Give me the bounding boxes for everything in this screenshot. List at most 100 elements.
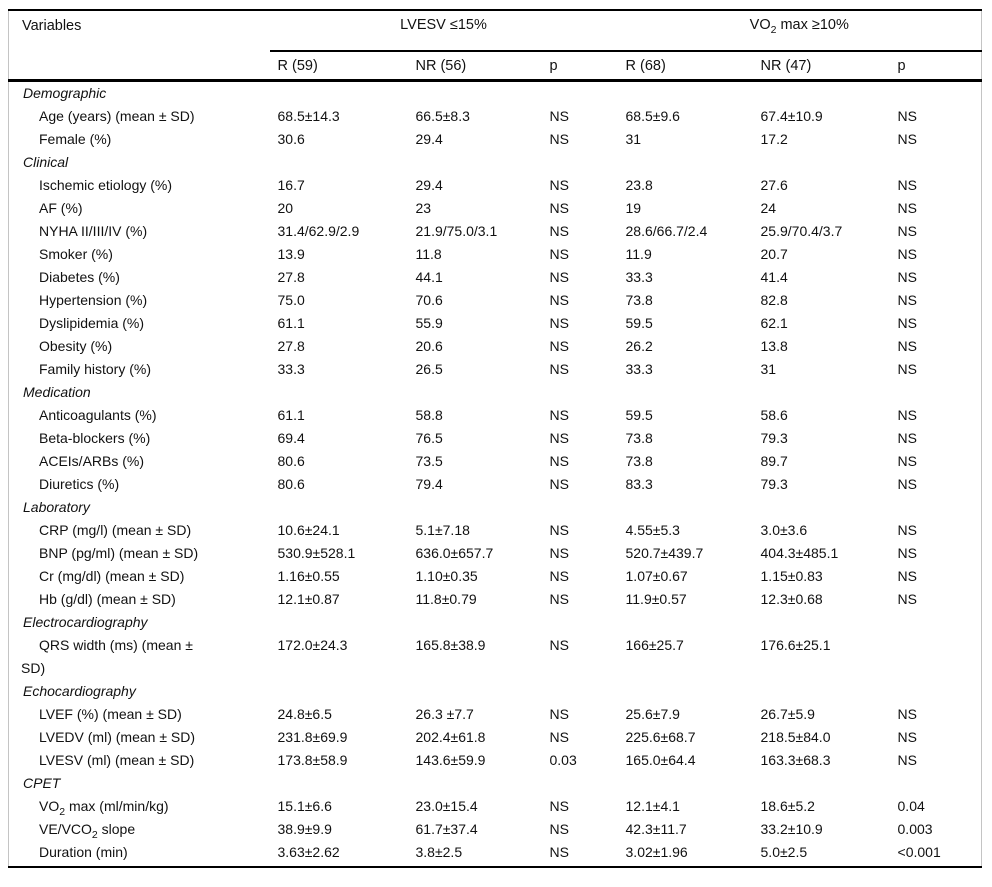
cell-value: 11.8±0.79 bbox=[415, 591, 477, 607]
cell-value: NS bbox=[897, 591, 917, 607]
cell-value bbox=[618, 81, 753, 106]
cell-value: NS bbox=[549, 108, 569, 124]
variable-label: VO2 max (ml/min/kg) bbox=[9, 795, 270, 818]
cell-value: 61.7±37.4 bbox=[415, 821, 478, 837]
cell-value bbox=[542, 496, 618, 519]
cell-value bbox=[408, 381, 542, 404]
table-figure: Variables LVESV ≤15% VO2 max ≥10% R (59)… bbox=[8, 9, 992, 868]
cell-value: 29.4 bbox=[415, 131, 443, 147]
table-row: LVEDV (ml) (mean ± SD) 231.8±69.9 202.4±61… bbox=[9, 726, 982, 749]
variable-label: Duration (min) bbox=[39, 844, 128, 860]
cell-value: 16.7 bbox=[277, 177, 305, 193]
cell-value: 70.6 bbox=[415, 292, 443, 308]
group-header-vo2max: VO2 max ≥10% bbox=[617, 10, 982, 52]
column-header-nr56: NR (56) bbox=[407, 51, 542, 82]
cell-value bbox=[618, 611, 753, 634]
cell-value bbox=[890, 496, 982, 519]
table-row: Anticoagulants (%) 61.1 58.8 NS 59.5 58.6 NS bbox=[9, 404, 982, 427]
cell-value: 231.8±69.9 bbox=[277, 729, 348, 745]
cell-value bbox=[270, 611, 408, 634]
cell-value bbox=[890, 772, 982, 795]
cell-value: 19 bbox=[625, 200, 642, 216]
cell-value bbox=[408, 772, 542, 795]
cell-value: NS bbox=[897, 246, 917, 262]
cell-value: 61.1 bbox=[277, 407, 305, 423]
variable-label: Dyslipidemia (%) bbox=[39, 315, 145, 331]
table-row: Age (years) (mean ± SD) 68.5±14.3 66.5±8.3… bbox=[9, 105, 982, 128]
cell-value: 26.3 ±7.7 bbox=[415, 706, 474, 722]
cell-value: 62.1 bbox=[760, 315, 788, 331]
cell-value: NS bbox=[549, 223, 569, 239]
cell-value: NS bbox=[897, 315, 917, 331]
column-header-p1: p bbox=[541, 51, 618, 82]
cell-value: NS bbox=[897, 568, 917, 584]
cell-value bbox=[270, 151, 408, 174]
cell-value: 3.0±3.6 bbox=[760, 522, 808, 538]
table-row: Ischemic etiology (%) 16.7 29.4 NS 23.8 27.6 N… bbox=[9, 174, 982, 197]
cell-value: NS bbox=[897, 407, 917, 423]
variable-label: Smoker (%) bbox=[39, 246, 113, 262]
cell-value: NS bbox=[897, 453, 917, 469]
table-row: LVESV (ml) (mean ± SD) 173.8±58.9 143.6±59… bbox=[9, 749, 982, 772]
cell-value bbox=[542, 611, 618, 634]
section-label: Demographic bbox=[23, 85, 107, 101]
cell-value bbox=[408, 496, 542, 519]
cell-value: NS bbox=[549, 131, 569, 147]
section-row: Demographic bbox=[9, 81, 982, 106]
cell-value bbox=[753, 151, 890, 174]
table-row: Hypertension (%) 75.0 70.6 NS 73.8 82.8 NS bbox=[9, 289, 982, 312]
table-row: QRS width (ms) (mean ± SD) 172.0±24.3 165.8… bbox=[9, 634, 982, 680]
cell-value: 29.4 bbox=[415, 177, 443, 193]
cell-value: NS bbox=[897, 338, 917, 354]
group-header-vo2max-pre: VO bbox=[749, 17, 771, 33]
cell-value: 68.5±14.3 bbox=[277, 108, 340, 124]
section-row: Laboratory bbox=[9, 496, 982, 519]
table-row: Beta-blockers (%) 69.4 76.5 NS 73.8 79.3 NS bbox=[9, 427, 982, 450]
cell-value: 1.07±0.67 bbox=[625, 568, 688, 584]
cell-value: 18.6±5.2 bbox=[760, 798, 815, 814]
cell-value: 10.6±24.1 bbox=[277, 522, 340, 538]
cell-value bbox=[408, 680, 542, 703]
table-row: AF (%) 20 23 NS 19 24 NS bbox=[9, 197, 982, 220]
cell-value: NS bbox=[897, 522, 917, 538]
cell-value: 26.7±5.9 bbox=[760, 706, 815, 722]
cell-value: NS bbox=[897, 223, 917, 239]
cell-value: 173.8±58.9 bbox=[277, 752, 348, 768]
section-label: CPET bbox=[23, 775, 61, 791]
cell-value: NS bbox=[897, 545, 917, 561]
cell-value: 21.9/75.0/3.1 bbox=[415, 223, 498, 239]
cell-value: 30.6 bbox=[277, 131, 305, 147]
cell-value bbox=[618, 381, 753, 404]
section-label: Clinical bbox=[23, 154, 69, 170]
cell-value: 58.8 bbox=[415, 407, 443, 423]
cell-value: 636.0±657.7 bbox=[415, 545, 494, 561]
table-row: LVEF (%) (mean ± SD) 24.8±6.5 26.3 ±7.7 NS 2… bbox=[9, 703, 982, 726]
cell-value bbox=[542, 772, 618, 795]
table-row: Diuretics (%) 80.6 79.4 NS 83.3 79.3 NS bbox=[9, 473, 982, 496]
cell-value: 5.0±2.5 bbox=[760, 844, 808, 860]
cell-value bbox=[890, 680, 982, 703]
table-row: Obesity (%) 27.8 20.6 NS 26.2 13.8 NS bbox=[9, 335, 982, 358]
variable-label: NYHA II/III/IV (%) bbox=[39, 223, 148, 239]
section-label: Electrocardiography bbox=[23, 614, 148, 630]
table-row: VO2 max (ml/min/kg) 15.1±6.6 23.0±15.4 NS 12… bbox=[9, 795, 982, 818]
cell-value bbox=[618, 496, 753, 519]
table-row: VE/VCO2 slope 38.9±9.9 61.7±37.4 NS 42.3±11.… bbox=[9, 818, 982, 841]
cell-value: NS bbox=[897, 430, 917, 446]
cell-value: <0.001 bbox=[897, 844, 941, 860]
cell-value: NS bbox=[549, 338, 569, 354]
cell-value: 41.4 bbox=[760, 269, 788, 285]
variable-label: Family history (%) bbox=[39, 361, 152, 377]
cell-value: 24 bbox=[760, 200, 777, 216]
label-subscript: 2 bbox=[91, 828, 98, 841]
cell-value: 165.0±64.4 bbox=[625, 752, 696, 768]
variable-label: Anticoagulants (%) bbox=[39, 407, 157, 423]
variable-label: VE/VCO2 slope bbox=[9, 818, 270, 841]
variable-label: LVESV (ml) (mean ± SD) bbox=[39, 752, 195, 768]
cell-value: 27.8 bbox=[277, 269, 305, 285]
cell-value bbox=[618, 772, 753, 795]
cell-value: 80.6 bbox=[277, 476, 305, 492]
cell-value: NS bbox=[549, 844, 569, 860]
cell-value: 404.3±485.1 bbox=[760, 545, 839, 561]
table-row: BNP (pg/ml) (mean ± SD) 530.9±528.1 636.0±… bbox=[9, 542, 982, 565]
